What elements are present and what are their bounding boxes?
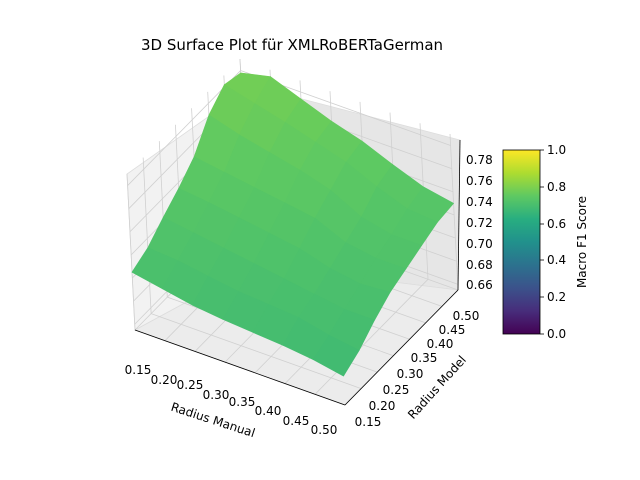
x-tick-label: 0.50 <box>311 423 338 437</box>
x-axis-line <box>134 329 346 406</box>
z-tick-label: 0.66 <box>466 278 493 292</box>
y-tick-label: 0.30 <box>397 367 424 381</box>
chart-title: 3D Surface Plot für XMLRoBERTaGerman <box>141 36 443 54</box>
y-tick-label: 0.40 <box>427 337 454 351</box>
z-tick-label: 0.78 <box>466 153 493 167</box>
colorbar-label: Macro F1 Score <box>575 196 589 288</box>
y-tick-label: 0.35 <box>411 351 438 365</box>
y-axis-line <box>344 289 459 406</box>
x-tick-label: 0.35 <box>229 395 256 409</box>
y-tick-label: 0.45 <box>439 323 466 337</box>
z-axis-line <box>457 139 461 291</box>
y-axis-ticks: 0.15 0.20 0.25 0.30 0.35 0.40 0.45 0.50 <box>355 309 480 429</box>
gridline <box>314 279 429 395</box>
x-tick-label: 0.45 <box>283 414 310 428</box>
x-tick-label: 0.30 <box>203 388 230 402</box>
gridline <box>142 157 152 314</box>
y-tick-label: 0.25 <box>383 383 410 397</box>
colorbar-tick-label: 1.0 <box>547 143 566 157</box>
x-tick-label: 0.15 <box>125 363 152 377</box>
y-tick-label: 0.15 <box>355 415 382 429</box>
z-tick-label: 0.72 <box>466 216 493 230</box>
colorbar: 0.0 0.2 0.4 0.6 0.8 1.0 Macro F1 Score <box>502 143 589 341</box>
z-tick-label: 0.76 <box>466 174 493 188</box>
surface-patch <box>312 334 360 377</box>
x-axis-ticks: 0.15 0.20 0.25 0.30 0.35 0.40 0.45 0.50 <box>125 363 338 437</box>
colorbar-ticks: 0.0 0.2 0.4 0.6 0.8 1.0 <box>540 143 566 341</box>
gridline <box>151 313 362 389</box>
colorbar-tick-label: 0.6 <box>547 217 566 231</box>
colorbar-tick-label: 0.8 <box>547 180 566 194</box>
gridline <box>449 133 459 291</box>
y-tick-label: 0.20 <box>369 399 396 413</box>
x-tick-label: 0.20 <box>151 373 178 387</box>
y-tick-label: 0.50 <box>453 309 480 323</box>
z-tick-label: 0.74 <box>466 195 493 209</box>
x-tick-label: 0.40 <box>255 404 282 418</box>
z-tick-label: 0.70 <box>466 237 493 251</box>
colorbar-tick-label: 0.0 <box>547 327 566 341</box>
gridline <box>126 173 136 331</box>
z-axis-ticks: 0.66 0.68 0.70 0.72 0.74 0.76 0.78 <box>466 153 493 292</box>
colorbar-gradient <box>502 149 541 335</box>
z-tick-label: 0.68 <box>466 258 493 272</box>
colorbar-tick-label: 0.4 <box>547 253 566 267</box>
x-tick-label: 0.25 <box>177 378 204 392</box>
colorbar-tick-label: 0.2 <box>547 290 566 304</box>
surface <box>131 72 455 377</box>
